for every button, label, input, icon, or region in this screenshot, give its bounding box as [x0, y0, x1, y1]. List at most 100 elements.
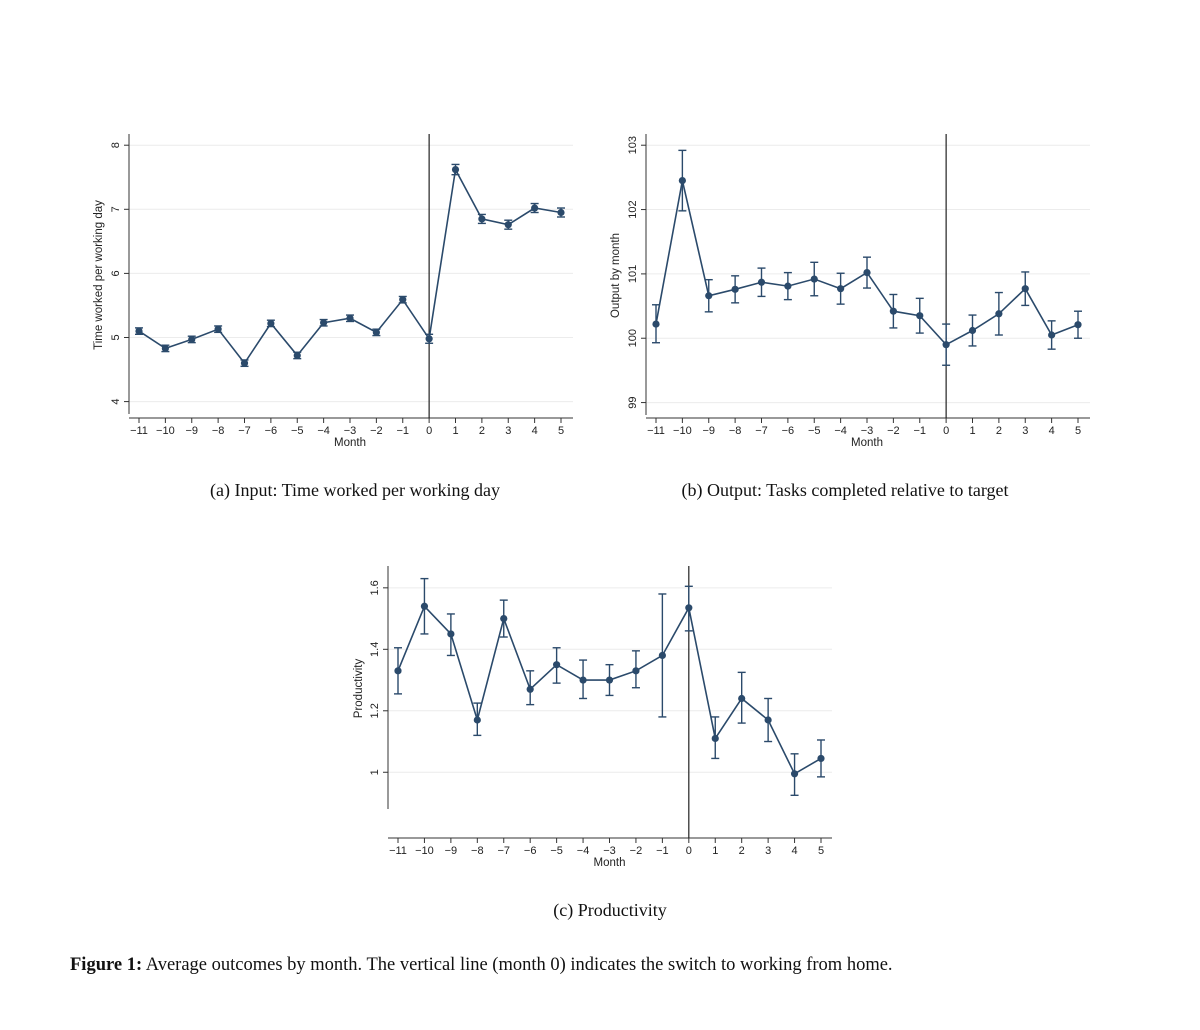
- data-point: [447, 630, 455, 638]
- data-point: [705, 292, 713, 300]
- data-point: [764, 716, 772, 724]
- data-point: [240, 359, 249, 367]
- x-tick-label: −10: [673, 425, 692, 437]
- y-axis-title: Output by month: [610, 233, 622, 318]
- data-point: [810, 275, 818, 283]
- x-tick-label: 3: [505, 425, 511, 437]
- x-tick-label: 2: [479, 425, 485, 437]
- x-tick-label: −7: [497, 845, 510, 857]
- x-tick-label: −3: [344, 425, 357, 437]
- data-point: [161, 344, 169, 352]
- x-tick-label: −1: [656, 845, 669, 857]
- data-point: [394, 667, 402, 675]
- x-tick-label: −9: [702, 425, 715, 437]
- x-tick-label: −10: [415, 845, 434, 857]
- x-tick-label: −7: [755, 425, 768, 437]
- data-point: [711, 734, 719, 743]
- x-axis-title: Month: [594, 857, 626, 869]
- y-tick-label: 1: [369, 769, 381, 775]
- y-tick-label: 6: [110, 270, 122, 276]
- x-tick-label: 2: [996, 425, 1002, 437]
- x-tick-label: 3: [765, 845, 771, 857]
- data-point: [817, 754, 825, 763]
- data-point: [658, 651, 666, 660]
- x-tick-label: −10: [156, 425, 175, 437]
- chart-c-svg: 11.21.41.6−11 −10 −9 −8 −7 −6 −5 −4 −3 −2 −1 0 1 2 3 4 5…: [353, 566, 832, 869]
- y-tick-label: 1.4: [369, 642, 381, 657]
- x-tick-label: 4: [532, 425, 538, 437]
- data-point: [420, 602, 429, 610]
- data-point: [605, 676, 614, 684]
- x-tick-label: −2: [630, 845, 643, 857]
- x-tick-label: −2: [370, 425, 383, 437]
- x-axis-title: Month: [851, 437, 883, 449]
- data-point: [557, 208, 565, 217]
- x-tick-label: 5: [1075, 425, 1081, 437]
- data-point: [837, 285, 845, 293]
- x-tick-label: 5: [818, 845, 824, 857]
- x-tick-label: −8: [212, 425, 225, 437]
- x-tick-label: −6: [524, 845, 537, 857]
- data-point: [652, 320, 660, 328]
- y-tick-label: 99: [627, 396, 639, 408]
- x-tick-label: −3: [861, 425, 874, 437]
- y-tick-label: 100: [627, 329, 639, 347]
- x-tick-label: 3: [1022, 425, 1028, 437]
- data-point: [478, 215, 486, 223]
- data-point: [916, 312, 924, 320]
- data-point: [632, 667, 640, 675]
- data-point: [678, 177, 686, 185]
- x-tick-label: −4: [577, 845, 590, 857]
- x-tick-label: 4: [792, 845, 798, 857]
- y-tick-label: 102: [627, 200, 639, 218]
- y-tick-label: 1.2: [369, 703, 381, 718]
- data-point: [1074, 321, 1082, 329]
- caption-c: (c) Productivity: [553, 900, 667, 920]
- x-tick-label: −5: [550, 845, 563, 857]
- y-tick-label: 5: [110, 334, 122, 340]
- y-tick-label: 8: [110, 142, 122, 148]
- data-point: [425, 335, 433, 343]
- x-tick-label: −11: [130, 425, 148, 437]
- data-point: [531, 204, 539, 212]
- y-axis-title: Productivity: [353, 659, 365, 719]
- data-point: [968, 326, 977, 335]
- x-tick-label: 4: [1049, 425, 1055, 437]
- figure-caption-label: Figure 1:: [70, 955, 143, 975]
- x-tick-label: −4: [834, 425, 847, 437]
- data-point: [579, 676, 587, 684]
- data-point: [757, 278, 766, 286]
- data-point: [267, 319, 275, 327]
- x-tick-label: 1: [969, 425, 975, 437]
- x-tick-label: 0: [686, 845, 692, 857]
- y-tick-label: 1.6: [369, 580, 381, 595]
- data-point: [293, 351, 301, 360]
- x-tick-label: −5: [808, 425, 821, 437]
- x-tick-label: −3: [603, 845, 616, 857]
- data-point: [504, 221, 512, 229]
- data-point: [553, 661, 561, 669]
- data-point: [399, 296, 407, 304]
- y-tick-label: 101: [627, 265, 639, 283]
- y-axis-title: Time worked per working day: [93, 200, 105, 350]
- x-axis-title: Month: [334, 437, 366, 449]
- x-tick-label: −1: [913, 425, 926, 437]
- data-point: [188, 335, 196, 344]
- data-point: [889, 307, 897, 315]
- data-point: [320, 319, 328, 327]
- x-tick-label: 0: [426, 425, 432, 437]
- x-tick-label: 1: [452, 425, 458, 437]
- x-tick-label: −8: [471, 845, 484, 857]
- data-point: [995, 310, 1003, 318]
- figure-caption-text: Average outcomes by month. The vertical …: [142, 955, 893, 975]
- x-tick-label: −8: [729, 425, 742, 437]
- data-point: [784, 282, 792, 290]
- data-point: [863, 269, 871, 277]
- figure-caption: Figure 1: Average outcomes by month. The…: [70, 955, 1170, 976]
- x-tick-label: −9: [185, 425, 198, 437]
- x-tick-label: 0: [943, 425, 949, 437]
- x-tick-label: 1: [712, 845, 718, 857]
- x-tick-label: −9: [445, 845, 458, 857]
- data-point: [214, 325, 222, 333]
